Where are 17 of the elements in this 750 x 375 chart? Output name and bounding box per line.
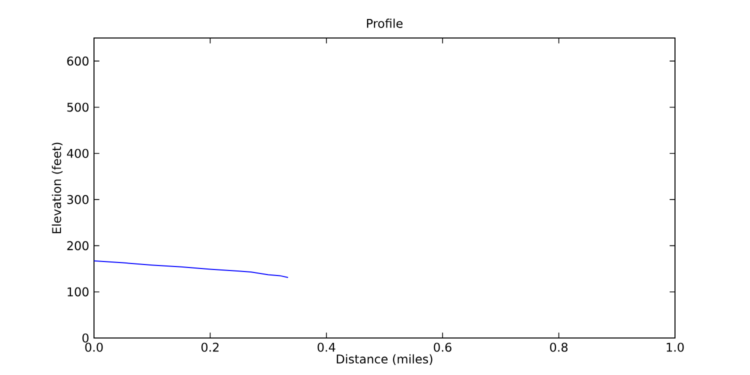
y-tick-label: 200: [67, 241, 88, 250]
y-axis-title: Elevation (feet): [52, 142, 63, 234]
y-tick-label: 600: [67, 56, 88, 66]
x-tick-label: 0.2: [201, 342, 219, 352]
x-tick-label: 0.6: [434, 342, 452, 352]
x-tick-label: 0.4: [318, 342, 336, 352]
line-series: [94, 260, 289, 278]
y-tick-label: 0: [82, 333, 88, 343]
x-axis-title: Distance (miles): [336, 354, 432, 365]
chart-title: Profile: [367, 18, 403, 28]
y-tick-label: 500: [67, 102, 88, 112]
x-tick-label: 1.0: [666, 342, 684, 352]
y-tick-label: 300: [67, 195, 88, 204]
x-tick-label: 0.8: [550, 342, 568, 352]
x-tick-label: 0.0: [85, 342, 103, 352]
y-tick-label: 100: [68, 287, 88, 296]
y-tick-label: 400: [66, 148, 88, 158]
